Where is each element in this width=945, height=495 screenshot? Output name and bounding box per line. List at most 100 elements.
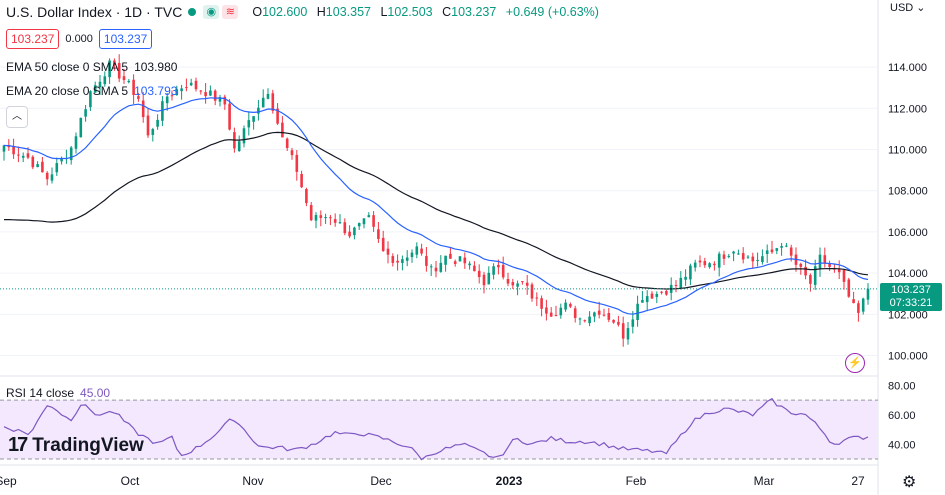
- collapse-legend-button[interactable]: ︿: [6, 106, 28, 128]
- candle-body: [468, 263, 471, 266]
- buy-button[interactable]: 103.237: [98, 29, 153, 49]
- candle-body: [122, 76, 126, 81]
- candle-body: [746, 256, 750, 258]
- candle-body: [314, 215, 318, 221]
- candle-body: [823, 255, 827, 264]
- time-tick-label: Sep: [0, 474, 17, 488]
- candle-body: [74, 136, 78, 149]
- candle-body: [161, 101, 164, 121]
- price-tick-label: 100.000: [888, 351, 928, 363]
- candle-body: [410, 252, 414, 258]
- last-price-label: 103.237 07:33:21: [880, 283, 942, 311]
- rsi-legend[interactable]: RSI 14 close 45.00: [6, 386, 111, 400]
- candle-body: [693, 262, 697, 268]
- ema20-legend[interactable]: EMA 20 close 0 SMA 5 103.793: [6, 84, 178, 98]
- candle-body: [285, 138, 289, 148]
- candle-body: [535, 297, 539, 299]
- ema50-legend[interactable]: EMA 50 close 0 SMA 5 103.980: [6, 60, 178, 74]
- candle-body: [386, 248, 390, 255]
- candle-body: [271, 93, 275, 111]
- time-tick-label: Mar: [754, 474, 775, 488]
- candle-body: [780, 246, 783, 248]
- candle-body: [789, 247, 793, 256]
- symbol-title[interactable]: U.S. Dollar Index · 1D · TVC: [6, 4, 183, 20]
- candle-body: [17, 154, 20, 156]
- candle-body: [617, 321, 620, 325]
- candle-body: [727, 255, 731, 257]
- candle-body: [679, 277, 683, 289]
- sell-button[interactable]: 103.237: [6, 29, 60, 49]
- candle-body: [612, 319, 615, 323]
- candle-body: [698, 260, 702, 263]
- time-tick-label: Oct: [121, 474, 140, 488]
- rsi-tick-label: 40.00: [888, 439, 916, 451]
- eye-icon[interactable]: ◉: [203, 5, 220, 19]
- price-tick-label: 104.000: [888, 268, 928, 280]
- candle-body: [847, 279, 851, 297]
- candle-body: [554, 315, 558, 317]
- candle-body: [573, 308, 577, 318]
- candle-body: [276, 108, 279, 124]
- candle-body: [453, 261, 457, 264]
- candle-body: [765, 250, 769, 254]
- candle-body: [429, 266, 433, 268]
- candle-body: [602, 314, 606, 316]
- gear-icon[interactable]: ⚙: [902, 474, 917, 491]
- candle-body: [540, 298, 543, 309]
- candle-body: [391, 256, 395, 263]
- candle-body: [199, 90, 203, 92]
- candle-body: [228, 103, 231, 130]
- candle-body: [804, 266, 807, 276]
- candle-body: [645, 296, 649, 303]
- lightning-icon[interactable]: ⚡: [845, 353, 865, 373]
- tradingview-logo[interactable]: 17 TradingView: [8, 434, 144, 456]
- candle-body: [861, 298, 865, 312]
- candle-body: [569, 303, 572, 307]
- candle-body: [242, 128, 246, 144]
- candle-body: [631, 319, 635, 327]
- candle-body: [516, 283, 519, 287]
- candle-body: [607, 313, 611, 320]
- price-tick-label: 106.000: [888, 227, 928, 239]
- time-tick-label: Nov: [242, 474, 263, 488]
- candle-body: [717, 253, 721, 268]
- candle-body: [588, 316, 591, 324]
- ohlc-readout: O102.600 H103.357 L102.503 C103.237 +0.6…: [252, 5, 599, 19]
- candle-body: [141, 100, 145, 118]
- candle-body: [842, 269, 846, 282]
- candle-body: [333, 219, 337, 223]
- candle-body: [55, 163, 59, 173]
- candle-body: [597, 310, 601, 315]
- candle-body: [348, 231, 351, 237]
- candle-body: [828, 263, 831, 267]
- candle-body: [583, 320, 587, 322]
- candle-body: [775, 248, 779, 251]
- chart-header: U.S. Dollar Index · 1D · TVC ◉ ≋ O102.60…: [6, 3, 605, 21]
- candle-body: [770, 249, 774, 253]
- candle-body: [12, 145, 15, 155]
- candle-body: [36, 164, 39, 168]
- candle-body: [261, 97, 265, 108]
- candle-body: [300, 174, 303, 188]
- candle-body: [180, 88, 183, 92]
- candle-body: [151, 129, 155, 135]
- candle-body: [655, 293, 659, 297]
- candle-body: [357, 223, 361, 227]
- candle-body: [578, 318, 582, 320]
- candle-body: [204, 92, 207, 97]
- chevron-up-icon: ︿: [12, 111, 22, 122]
- candle-body: [372, 215, 375, 227]
- candle-body: [521, 281, 524, 283]
- candle-body: [295, 154, 299, 172]
- candle-body: [137, 96, 140, 99]
- candle-body: [751, 256, 755, 262]
- candle-body: [506, 278, 510, 284]
- currency-selector[interactable]: USD ⌄: [890, 2, 926, 14]
- candle-body: [189, 82, 193, 86]
- price-tick-label: 112.000: [888, 103, 927, 115]
- chevron-down-icon: ⌄: [913, 2, 926, 14]
- market-status-dot: [188, 8, 197, 16]
- price-tick-label: 102.000: [888, 309, 928, 321]
- wave-icon[interactable]: ≋: [222, 5, 239, 19]
